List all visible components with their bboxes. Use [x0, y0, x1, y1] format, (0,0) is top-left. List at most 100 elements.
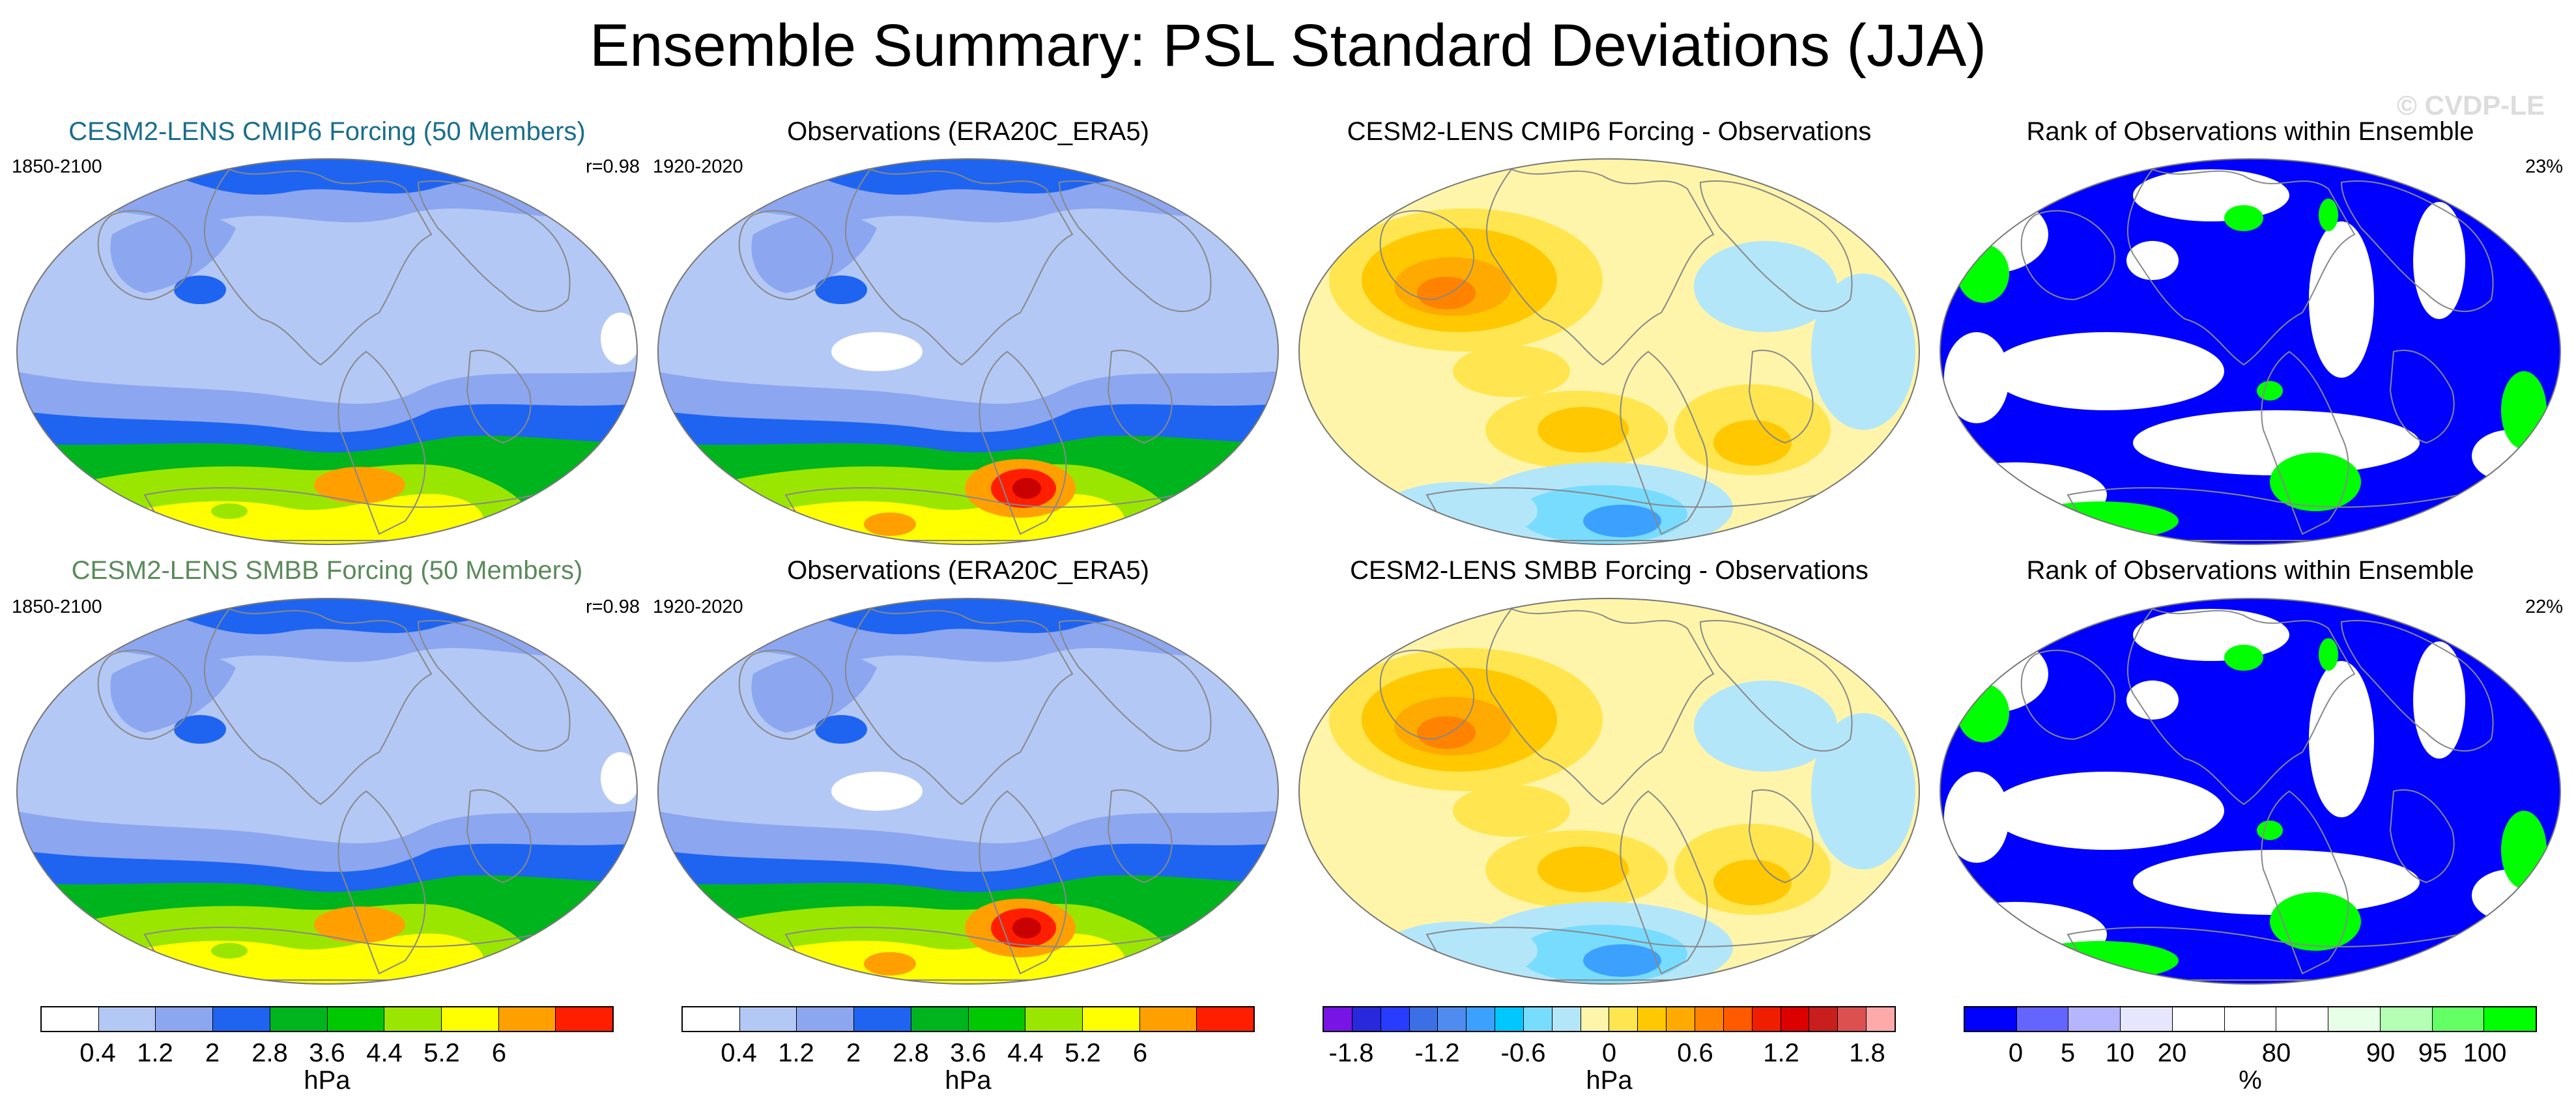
contour-band	[2472, 944, 2524, 977]
colorbar-unit: %	[2239, 1066, 2262, 1095]
colorbar-tick-label: 1.2	[778, 1039, 814, 1067]
colorbar-tick-label: 2.8	[251, 1039, 288, 1067]
colorbar: -1.8 -1.2 -0.6 0 0.6 1.2 1.8 hPa	[1323, 1006, 1896, 1104]
map-panel-diff	[1298, 158, 1920, 545]
panel-stat-label: r=0.98	[585, 156, 640, 177]
land-outline	[2020, 649, 2115, 740]
contour-band	[815, 715, 867, 744]
colorbar-swatch	[327, 1007, 385, 1031]
colorbar-swatch	[556, 1007, 613, 1031]
land-outline	[97, 649, 192, 740]
land-outline	[204, 168, 433, 366]
colorbar-swatch	[683, 1007, 740, 1031]
colorbar-swatch	[98, 1007, 156, 1031]
contour-band	[2126, 241, 2179, 280]
colorbar-tick-label: 0.4	[721, 1039, 757, 1067]
map-border	[657, 158, 1279, 545]
contour-band	[1538, 407, 1629, 453]
colorbar-tick-label: 0.4	[79, 1039, 116, 1067]
map-border	[16, 598, 638, 985]
contour-band	[2270, 453, 2361, 511]
map-border	[1939, 598, 2561, 985]
colorbar-swatch	[384, 1007, 442, 1031]
land-outline	[337, 790, 426, 975]
colorbar-tick-label: 6	[1132, 1039, 1148, 1067]
colorbar-swatch	[1139, 1007, 1197, 1031]
map-panel-std	[16, 158, 638, 545]
colorbar-swatch	[1695, 1007, 1724, 1031]
colorbar-swatch	[2328, 1007, 2381, 1031]
land-outline	[2389, 789, 2455, 884]
contour-band	[314, 467, 405, 503]
colorbar-tick-label: 5.2	[1065, 1039, 1101, 1067]
land-outline	[1486, 608, 1715, 806]
land-outline	[143, 487, 537, 541]
map-panel-std	[657, 158, 1279, 545]
panel-stat-label: 23%	[2525, 156, 2563, 177]
contour-band	[1453, 345, 1570, 397]
colorbar-unit: hPa	[1586, 1066, 1633, 1095]
colorbar-swatch	[42, 1007, 99, 1031]
land-outline	[784, 487, 1178, 541]
colorbar-swatch	[1965, 1007, 2017, 1031]
contour-band	[601, 752, 637, 804]
contour-band	[831, 332, 923, 371]
land-outline	[143, 927, 537, 981]
land-outline	[1107, 350, 1173, 444]
colorbar-swatch	[270, 1007, 328, 1031]
land-outline	[1486, 168, 1715, 366]
colorbar-tick-label: -1.2	[1414, 1039, 1460, 1067]
colorbar-swatch	[911, 1007, 969, 1031]
colorbar-swatch	[797, 1007, 855, 1031]
land-outline	[1699, 180, 1853, 313]
map-border	[1298, 598, 1920, 985]
colorbar-swatch	[1552, 1007, 1581, 1031]
colorbar-tick-label: -1.8	[1328, 1039, 1374, 1067]
colorbar-tick-label: 3.6	[950, 1039, 986, 1067]
land-outline	[1379, 210, 1474, 301]
colorbar-tick-label: 0	[1601, 1039, 1617, 1067]
panel-title: Observations (ERA20C_ERA5)	[787, 556, 1149, 585]
contour-band	[1990, 332, 2224, 410]
contour-band	[2133, 609, 2289, 661]
colorbar-tick-label: 5	[2060, 1039, 2076, 1067]
land-outline	[2389, 350, 2455, 444]
panel-stat-label: r=0.98	[585, 597, 640, 617]
colorbar-swatch	[1495, 1007, 1524, 1031]
contour-band	[2224, 205, 2263, 231]
contour-band	[1453, 785, 1570, 837]
contour-band	[1811, 713, 1915, 869]
colorbar-swatch	[1609, 1007, 1639, 1031]
land-outline	[1379, 649, 1474, 740]
colorbar-tick-label: 10	[2105, 1039, 2135, 1067]
colorbar-swatch	[1752, 1007, 1781, 1031]
land-outline	[2127, 168, 2356, 366]
colorbar-swatch	[1438, 1007, 1467, 1031]
land-outline	[97, 210, 192, 301]
colorbar-swatch	[1082, 1007, 1140, 1031]
land-outline	[1058, 620, 1212, 752]
contour-band	[2133, 169, 2289, 221]
colorbar-unit: hPa	[304, 1066, 351, 1095]
contour-band	[1940, 902, 2107, 967]
land-outline	[1425, 487, 1819, 541]
colorbar-swatch	[2016, 1007, 2069, 1031]
panel-title: CESM2-LENS SMBB Forcing - Observations	[1350, 556, 1868, 585]
contour-band	[1012, 478, 1041, 499]
map-border	[16, 158, 638, 545]
colorbar-swatch	[1523, 1007, 1553, 1031]
colorbar-tick-label: 4.4	[1007, 1039, 1044, 1067]
colorbar-swatch	[2068, 1007, 2121, 1031]
land-outline	[337, 350, 426, 535]
contour-band	[1713, 860, 1792, 905]
colorbar-tick-label: 2	[205, 1039, 220, 1067]
land-outline	[2020, 210, 2115, 301]
colorbar-swatch	[2380, 1007, 2433, 1031]
colorbar-swatch	[2224, 1007, 2277, 1031]
colorbar-swatch	[213, 1007, 270, 1031]
colorbar-swatch	[2121, 1007, 2173, 1031]
colorbar-swatch	[2484, 1007, 2536, 1031]
contour-band	[314, 906, 405, 943]
contour-band	[2309, 661, 2374, 817]
colorbar-swatch	[498, 1007, 556, 1031]
